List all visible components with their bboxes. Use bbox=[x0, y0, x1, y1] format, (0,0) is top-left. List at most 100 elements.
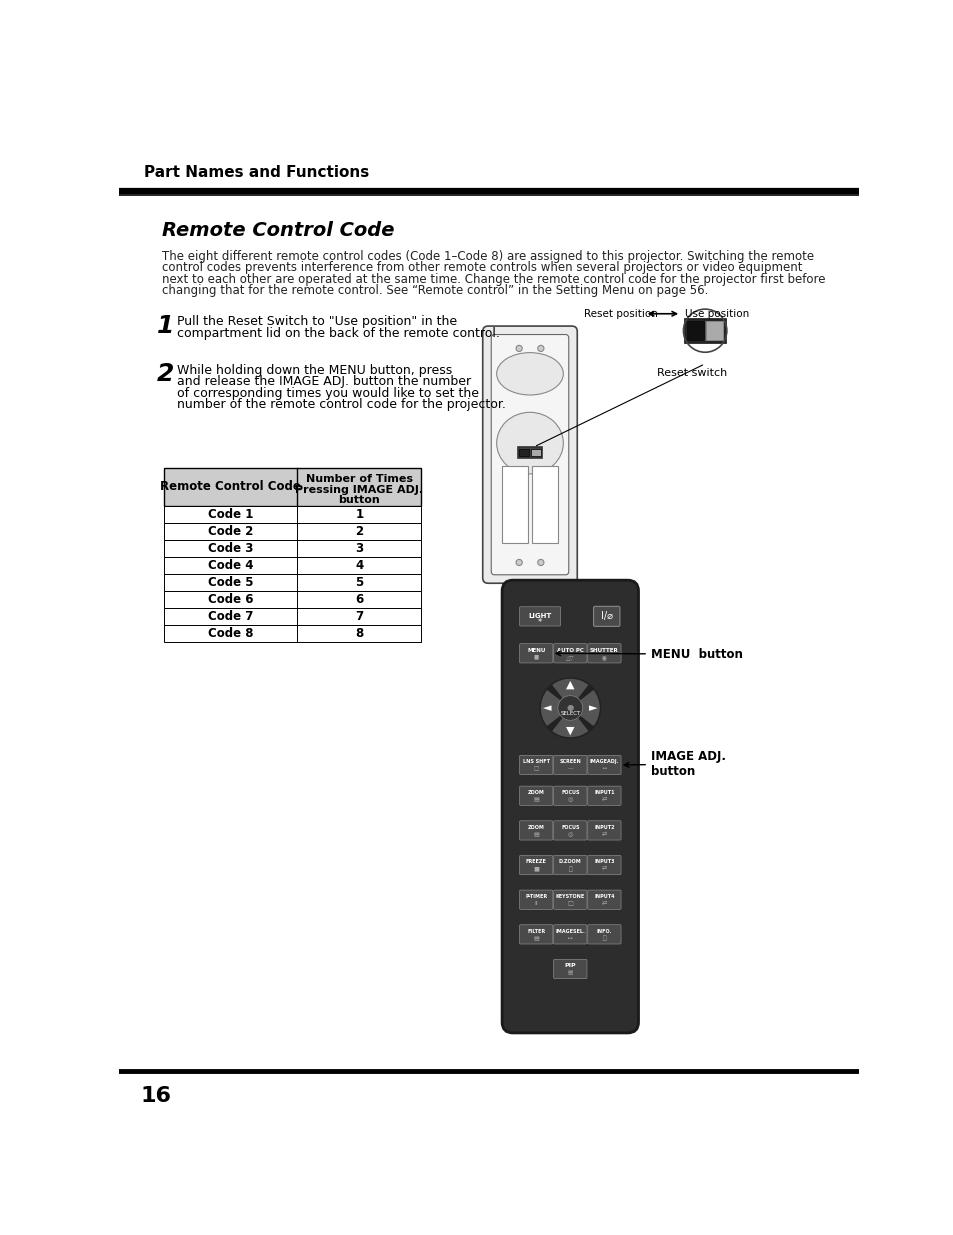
Text: MENU: MENU bbox=[526, 647, 545, 653]
Text: ••: •• bbox=[600, 767, 607, 772]
Text: ⇄: ⇄ bbox=[601, 867, 606, 872]
Text: Reset switch: Reset switch bbox=[657, 368, 726, 378]
Text: FOCUS: FOCUS bbox=[560, 825, 578, 830]
Text: 2: 2 bbox=[355, 525, 363, 538]
Wedge shape bbox=[540, 690, 560, 726]
Circle shape bbox=[538, 677, 600, 739]
FancyBboxPatch shape bbox=[501, 580, 638, 1032]
Bar bbox=[531, 466, 558, 543]
FancyBboxPatch shape bbox=[587, 925, 620, 944]
FancyBboxPatch shape bbox=[553, 643, 586, 663]
Ellipse shape bbox=[497, 353, 562, 395]
Text: 1: 1 bbox=[355, 509, 363, 521]
Text: ⇄: ⇄ bbox=[601, 831, 606, 837]
Text: number of the remote control code for the projector.: number of the remote control code for th… bbox=[177, 399, 506, 411]
Text: 16: 16 bbox=[141, 1086, 172, 1107]
Bar bbox=[686, 321, 703, 340]
Text: D.ZOOM: D.ZOOM bbox=[558, 860, 581, 864]
FancyBboxPatch shape bbox=[553, 925, 586, 944]
Bar bbox=[164, 625, 421, 642]
Text: △▽: △▽ bbox=[565, 655, 574, 659]
FancyBboxPatch shape bbox=[587, 890, 620, 909]
FancyBboxPatch shape bbox=[587, 821, 620, 840]
Text: ZOOM: ZOOM bbox=[527, 825, 544, 830]
FancyBboxPatch shape bbox=[553, 787, 586, 805]
Bar bbox=[164, 524, 421, 540]
Text: Remote Control Code: Remote Control Code bbox=[160, 480, 301, 494]
FancyBboxPatch shape bbox=[593, 606, 619, 626]
Text: INPUT4: INPUT4 bbox=[594, 894, 614, 899]
Text: Use position: Use position bbox=[684, 309, 748, 319]
Text: 7: 7 bbox=[355, 610, 363, 622]
FancyBboxPatch shape bbox=[482, 326, 577, 583]
FancyBboxPatch shape bbox=[553, 856, 586, 874]
FancyBboxPatch shape bbox=[519, 856, 553, 874]
Text: button: button bbox=[338, 495, 380, 505]
Wedge shape bbox=[552, 718, 588, 737]
Wedge shape bbox=[552, 679, 588, 698]
Text: INPUT3: INPUT3 bbox=[594, 860, 614, 864]
Text: ▤: ▤ bbox=[533, 831, 538, 837]
Text: *: * bbox=[537, 618, 541, 627]
Text: INFO.: INFO. bbox=[596, 929, 612, 934]
Bar bbox=[530, 448, 540, 456]
FancyBboxPatch shape bbox=[587, 643, 620, 663]
Text: Code 6: Code 6 bbox=[208, 593, 253, 606]
Text: INPUT2: INPUT2 bbox=[594, 825, 614, 830]
Circle shape bbox=[537, 346, 543, 352]
Text: SELECT: SELECT bbox=[559, 711, 579, 716]
Text: ⓘ: ⓘ bbox=[602, 935, 606, 941]
Text: ■: ■ bbox=[533, 655, 538, 659]
Text: ▤: ▤ bbox=[567, 971, 573, 976]
Text: and release the IMAGE ADJ. button the number: and release the IMAGE ADJ. button the nu… bbox=[177, 375, 471, 388]
Bar bbox=[501, 466, 528, 543]
FancyBboxPatch shape bbox=[553, 821, 586, 840]
Text: ⇄: ⇄ bbox=[601, 797, 606, 802]
Text: IMAGESEL.: IMAGESEL. bbox=[555, 929, 584, 934]
Text: FILTER: FILTER bbox=[527, 929, 545, 934]
Bar bbox=[164, 608, 421, 625]
Text: Remote Control Code: Remote Control Code bbox=[162, 221, 394, 241]
FancyBboxPatch shape bbox=[519, 925, 553, 944]
Ellipse shape bbox=[497, 412, 562, 474]
Text: Code 3: Code 3 bbox=[208, 542, 253, 555]
Text: FREEZE: FREEZE bbox=[525, 860, 546, 864]
Bar bbox=[164, 540, 421, 557]
Circle shape bbox=[558, 695, 582, 720]
FancyBboxPatch shape bbox=[587, 756, 620, 774]
Text: 6: 6 bbox=[355, 593, 363, 606]
Text: Code 2: Code 2 bbox=[208, 525, 253, 538]
Text: ▤: ▤ bbox=[533, 936, 538, 941]
Text: Number of Times: Number of Times bbox=[306, 474, 413, 484]
Bar bbox=[164, 506, 421, 524]
Text: changing that for the remote control. See “Remote control” in the Setting Menu o: changing that for the remote control. Se… bbox=[162, 284, 707, 298]
FancyBboxPatch shape bbox=[553, 756, 586, 774]
FancyBboxPatch shape bbox=[519, 756, 553, 774]
FancyBboxPatch shape bbox=[491, 335, 568, 574]
Text: ▲: ▲ bbox=[565, 680, 574, 690]
Text: I/⌀: I/⌀ bbox=[600, 611, 612, 621]
Text: AUTO PC: AUTO PC bbox=[557, 647, 583, 653]
Text: ◄: ◄ bbox=[542, 703, 551, 713]
FancyBboxPatch shape bbox=[519, 643, 553, 663]
Text: Pressing IMAGE ADJ.: Pressing IMAGE ADJ. bbox=[295, 484, 423, 495]
Text: Code 5: Code 5 bbox=[208, 576, 253, 589]
Bar bbox=[518, 448, 529, 456]
Text: MENU  button: MENU button bbox=[556, 647, 742, 661]
Text: Pull the Reset Switch to "Use position" in the: Pull the Reset Switch to "Use position" … bbox=[177, 315, 457, 329]
FancyBboxPatch shape bbox=[587, 856, 620, 874]
Text: ▤: ▤ bbox=[533, 797, 538, 802]
Circle shape bbox=[516, 559, 521, 566]
Text: ••: •• bbox=[566, 936, 574, 941]
Text: P-TIMER: P-TIMER bbox=[524, 894, 547, 899]
Text: Code 8: Code 8 bbox=[208, 627, 253, 640]
Text: 5: 5 bbox=[355, 576, 363, 589]
Text: 8: 8 bbox=[355, 627, 363, 640]
Text: ►: ► bbox=[589, 703, 598, 713]
Text: compartment lid on the back of the remote control.: compartment lid on the back of the remot… bbox=[177, 327, 499, 340]
FancyBboxPatch shape bbox=[587, 787, 620, 805]
Circle shape bbox=[537, 559, 543, 566]
Wedge shape bbox=[579, 690, 599, 726]
Bar bbox=[164, 557, 421, 574]
Bar bbox=[164, 468, 421, 506]
